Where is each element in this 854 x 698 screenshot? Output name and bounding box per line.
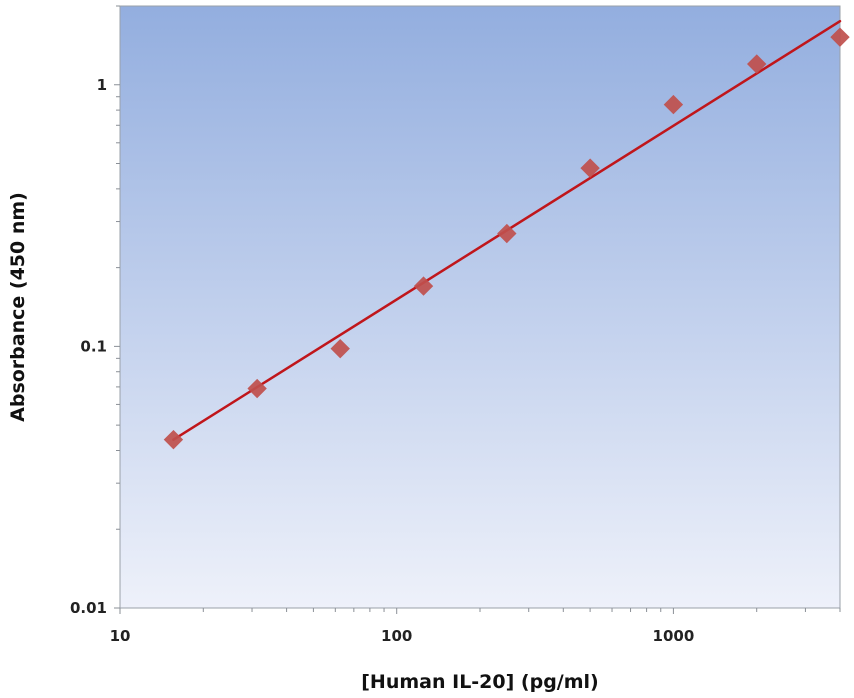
x-tick-label: 100	[381, 627, 412, 645]
data-point	[746, 54, 767, 74]
data-point	[830, 27, 850, 47]
tick-labels: 10 100 1000 0.01 0.1 1	[70, 76, 694, 645]
y-axis-label: Absorbance (450 nm)	[7, 192, 29, 422]
plot-area	[119, 5, 841, 609]
data-point	[497, 223, 517, 244]
data-point	[330, 338, 350, 359]
axis-ticks	[114, 5, 841, 614]
x-axis-label: [Human IL-20] (pg/ml)	[361, 671, 599, 693]
data-points	[163, 27, 850, 450]
data-point	[580, 158, 600, 178]
data-point	[247, 378, 267, 399]
data-point	[413, 276, 434, 296]
x-tick-label: 1000	[653, 627, 695, 645]
y-tick-label: 1	[97, 76, 107, 94]
data-point	[163, 429, 184, 450]
y-tick-label: 0.01	[70, 599, 107, 617]
data-point	[663, 94, 684, 115]
y-tick-label: 0.1	[80, 337, 107, 355]
x-tick-label: 10	[110, 627, 131, 645]
